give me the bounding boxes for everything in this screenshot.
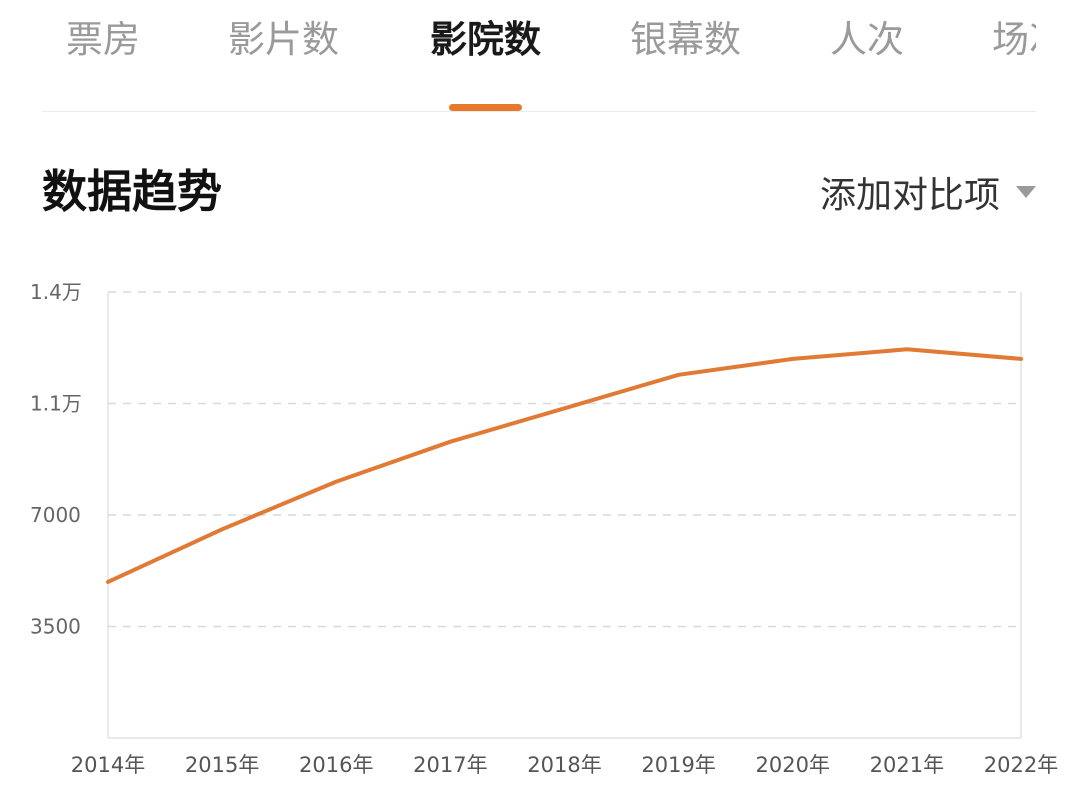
- add-comparison-dropdown[interactable]: 添加对比项: [820, 164, 1036, 220]
- caret-down-icon: [1016, 186, 1036, 198]
- active-tab-indicator: [449, 104, 522, 111]
- trend-chart: 3500 7000 1.1万 1.4万 2014年 2015年 2016年 2017年 2018…: [30, 280, 1058, 777]
- tab-sessions-clip: 场次: [992, 10, 1036, 70]
- y-tick-label: 1.4万: [30, 280, 82, 304]
- x-tick-label: 2020年: [756, 753, 830, 777]
- tab-box-office[interactable]: 票房: [66, 18, 140, 61]
- x-tick-label: 2019年: [641, 753, 715, 777]
- tab-film-count[interactable]: 影片数: [228, 18, 339, 61]
- y-tick-label: 7000: [30, 503, 81, 527]
- tab-sessions[interactable]: 场次: [992, 18, 1036, 61]
- series-line: [106, 347, 1023, 584]
- x-tick-label: 2015年: [185, 753, 259, 777]
- tab-bar: 票房 影片数 影院数 银幕数 人次 场次: [0, 0, 1080, 112]
- x-tick-label: 2021年: [870, 753, 944, 777]
- add-comparison-label: 添加对比项: [819, 175, 1000, 216]
- section-title: 数据趋势: [42, 165, 223, 218]
- tab-screen-count[interactable]: 银幕数: [630, 18, 741, 61]
- tab-cinema-count[interactable]: 影院数: [430, 18, 541, 61]
- tab-attendance[interactable]: 人次: [830, 18, 904, 61]
- y-tick-label: 3500: [30, 615, 81, 639]
- x-tick-label: 2017年: [413, 753, 487, 777]
- x-tick-label: 2022年: [984, 753, 1058, 777]
- x-tick-label: 2014年: [71, 753, 145, 777]
- y-tick-label: 1.1万: [30, 392, 82, 416]
- x-tick-label: 2018年: [527, 753, 601, 777]
- x-tick-label: 2016年: [299, 753, 373, 777]
- tab-divider: [42, 111, 1036, 112]
